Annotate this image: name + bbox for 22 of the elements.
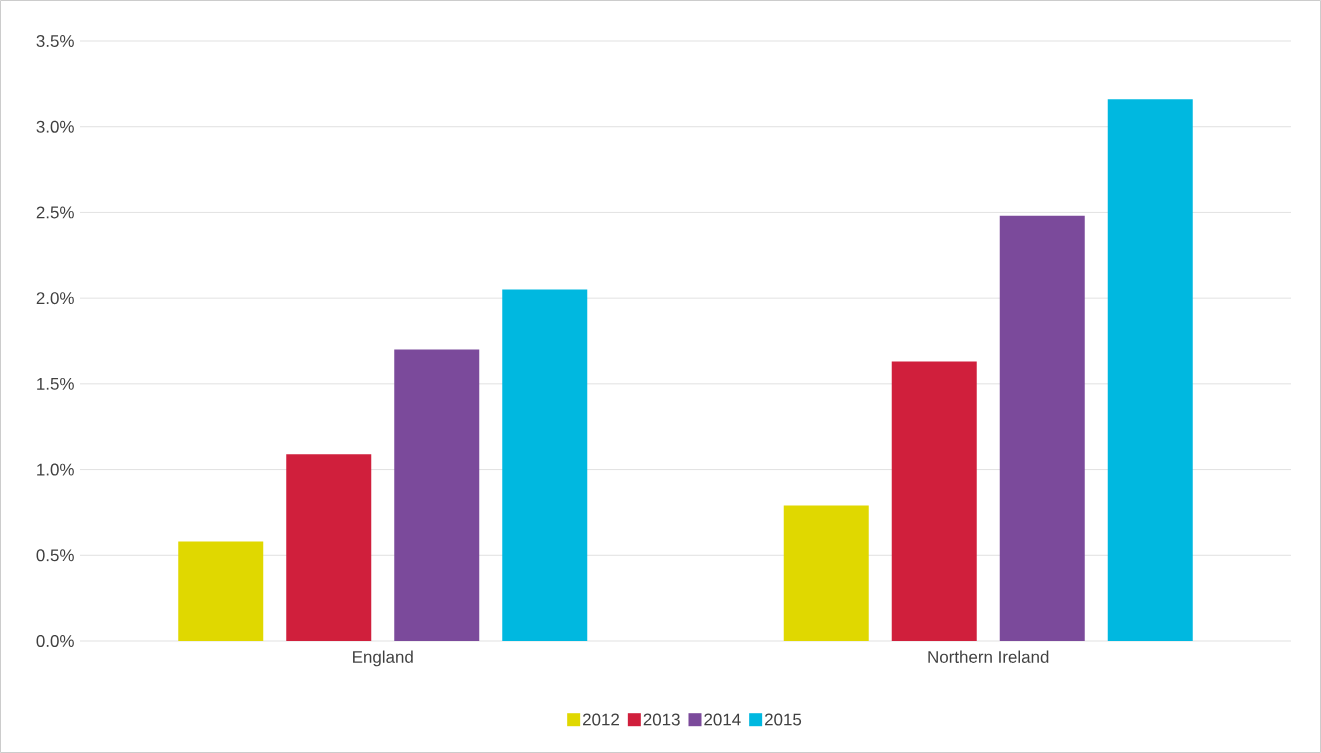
y-tick-label: 1.0% xyxy=(37,463,74,476)
y-tick-label: 1.5% xyxy=(37,377,74,390)
y-tick-label: 2.0% xyxy=(36,292,74,305)
y-tick-label: 0.0% xyxy=(36,635,74,647)
bar xyxy=(783,505,869,641)
legend-label: 2012 xyxy=(583,713,619,726)
y-tick-label: 3.0% xyxy=(36,120,74,133)
y-tick-label: 2.5% xyxy=(36,206,74,219)
legend-label: 2015 xyxy=(765,713,802,726)
x-tick-label: Northern Ireland xyxy=(928,650,1049,663)
bar xyxy=(178,541,264,641)
bar xyxy=(999,215,1085,641)
bar xyxy=(394,349,480,641)
bar xyxy=(891,361,977,641)
x-tick-label: England xyxy=(353,650,413,667)
legend-label: 2014 xyxy=(704,713,741,726)
y-tick-label: 3.5% xyxy=(36,35,74,47)
y-tick-label: 0.5% xyxy=(36,549,74,562)
bar xyxy=(502,289,588,641)
legend-label: 2013 xyxy=(643,713,680,726)
bar xyxy=(1107,99,1193,641)
bar xyxy=(286,454,372,641)
